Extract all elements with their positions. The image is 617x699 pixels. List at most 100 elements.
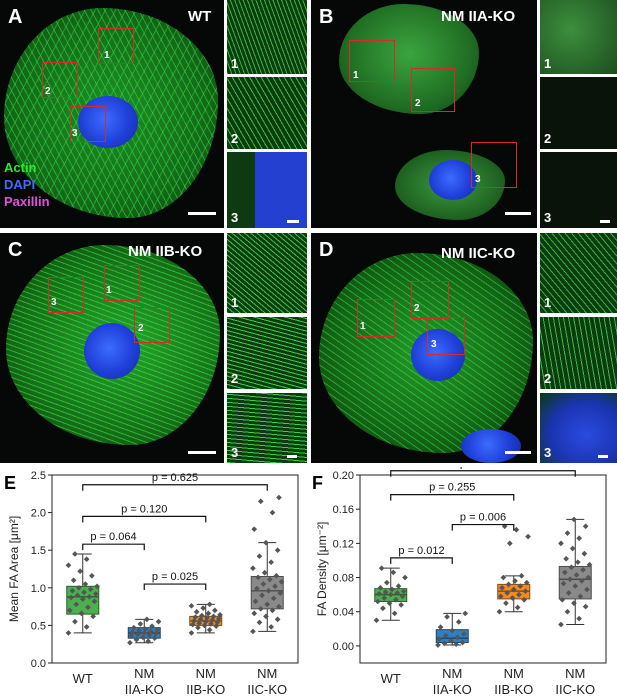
roi-c-3-label: 3 [51, 297, 57, 308]
data-point [270, 595, 277, 602]
data-point [261, 569, 268, 576]
nucleus-d [411, 329, 465, 381]
micrograph-c: 1 2 3 C NM IIB-KO [0, 233, 224, 463]
roi-b-2-label: 2 [415, 98, 421, 109]
inset-a-1-label: 1 [231, 56, 239, 71]
data-point [573, 572, 580, 578]
legend-dapi: DAPI [4, 177, 36, 192]
roi-a-2 [42, 62, 78, 98]
data-point [256, 553, 263, 560]
data-point [264, 601, 271, 608]
data-point [517, 583, 524, 589]
roi-c-1-label: 1 [106, 285, 112, 296]
legend-paxillin: Paxillin [4, 194, 50, 209]
data-point [521, 596, 527, 603]
p-value-label: p = 0.120 [121, 503, 167, 515]
inset-b-3-label: 3 [544, 210, 552, 225]
inset-c-2-label: 2 [231, 371, 239, 386]
data-point [378, 565, 385, 571]
data-point [373, 617, 380, 624]
inset-b-3: 3 [540, 152, 617, 228]
roi-d-3 [427, 317, 465, 355]
x-tick-label: WT [381, 671, 401, 686]
data-point [575, 559, 581, 565]
x-tick-label-line2: IIC-KO [555, 682, 595, 697]
significance-bracket [390, 494, 515, 501]
x-tick-label-line1: NM [257, 666, 277, 681]
inset-b-2: 2 [540, 77, 617, 149]
data-point [263, 613, 269, 620]
inset-b-2-label: 2 [544, 131, 552, 146]
inset-c-1: 1 [227, 233, 307, 313]
condition-label-d: NM IIC-KO [441, 245, 516, 262]
y-tick-label: 0.5 [31, 620, 46, 632]
significance-bracket [82, 543, 145, 551]
data-point [257, 498, 264, 505]
y-tick-label: 0.20 [333, 470, 354, 482]
x-tick-label-line1: NM [134, 666, 154, 681]
y-tick-label: 2.0 [31, 508, 46, 520]
y-tick-label: 0.08 [333, 573, 354, 585]
data-point [77, 568, 83, 575]
data-point [461, 631, 467, 637]
x-tick-label-line2: IIA-KO [125, 682, 164, 697]
roi-a-2-label: 2 [45, 86, 51, 97]
scale-bar-a [188, 212, 216, 215]
p-value-label: p = 0.255 [429, 482, 475, 494]
data-point [462, 610, 469, 617]
y-tick-label: 0.16 [333, 504, 354, 516]
y-tick-label: 0.12 [333, 538, 354, 550]
inset-c-3-label: 3 [231, 445, 239, 460]
legend-actin: Actin [4, 160, 37, 175]
chart-f-fa-density: F 0.00 0.04 0.08 0.12 0.16 0.20 FA Density [μm⁻… [312, 467, 607, 697]
data-point [572, 583, 579, 589]
data-point [89, 572, 95, 579]
data-point [210, 613, 217, 620]
nucleus-d-2 [461, 429, 521, 463]
data-point [564, 530, 571, 536]
scale-bar-b [505, 212, 531, 215]
data-point [269, 509, 276, 516]
roi-d-1-label: 1 [360, 321, 366, 332]
roi-a-3 [70, 106, 106, 142]
inset-a-3-label: 3 [231, 210, 239, 225]
data-point [140, 634, 146, 641]
significance-bracket [390, 557, 453, 564]
data-point [559, 596, 566, 603]
inset-d-3: 3 [540, 393, 617, 463]
data-point [580, 567, 586, 573]
data-point [129, 629, 136, 635]
data-point [200, 605, 206, 611]
data-point [278, 578, 285, 585]
roi-c-3 [48, 277, 84, 313]
data-point [582, 523, 589, 530]
data-point [523, 579, 530, 586]
data-point [563, 555, 569, 562]
micrograph-b: 1 2 3 B NM IIA-KO [311, 0, 537, 228]
data-point [564, 608, 571, 615]
scale-bar-c [188, 451, 216, 454]
data-point [454, 634, 461, 641]
roi-d-2 [411, 281, 449, 319]
data-point [518, 573, 525, 579]
nucleus-a [78, 96, 138, 148]
panel-letter-d: D [319, 239, 334, 261]
x-tick-label-line1: NM [442, 666, 462, 681]
significance-bracket [82, 515, 207, 523]
data-point [268, 559, 274, 566]
data-point [459, 639, 466, 646]
data-point [509, 595, 516, 601]
p-value-label: p = 0.006 [460, 512, 506, 524]
data-point [188, 630, 195, 636]
roi-b-3 [471, 142, 517, 188]
inset-scale-d [598, 455, 608, 458]
y-tick-label: 1.0 [31, 583, 46, 595]
roi-a-1-label: 1 [104, 50, 110, 61]
y-tick-label: 0.04 [333, 607, 354, 619]
data-point [268, 624, 274, 630]
cell-b-upper [339, 4, 479, 114]
p-value-label: p = 0.012 [398, 545, 444, 557]
condition-label-a: WT [188, 8, 212, 25]
data-point [389, 586, 395, 593]
inset-d-3-label: 3 [544, 445, 552, 460]
